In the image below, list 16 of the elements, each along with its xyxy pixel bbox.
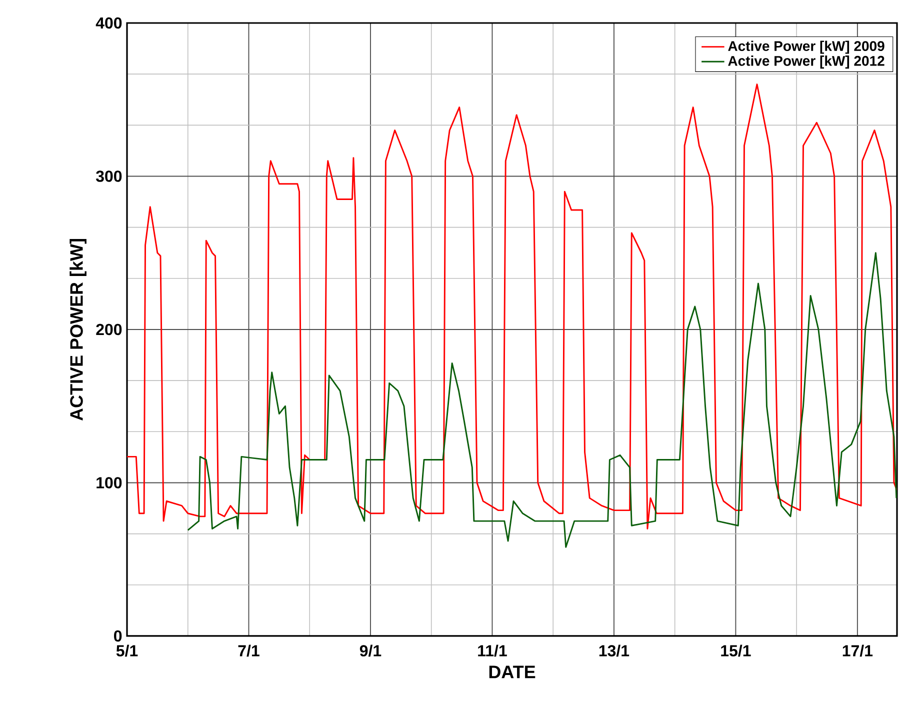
x-tick-label: 5/1	[116, 644, 138, 657]
x-tick-label: 7/1	[238, 644, 260, 657]
y-axis-title: ACTIVE POWER [kW]	[70, 239, 86, 421]
y-tick-label: 200	[96, 324, 122, 336]
x-tick-label: 11/1	[478, 644, 507, 657]
x-axis-title: DATE	[489, 666, 536, 678]
y-tick-label: 300	[96, 170, 122, 182]
x-tick-label: 17/1	[842, 644, 873, 657]
x-tick-label: 15/1	[721, 644, 751, 657]
x-tick-label: 9/1	[360, 644, 382, 657]
y-tick-label: 400	[96, 17, 122, 29]
legend-label: Active Power [kW] 2012	[728, 56, 884, 69]
y-tick-label: 0	[114, 630, 122, 642]
x-tick-label: 13/1	[599, 644, 630, 657]
legend-label: Active Power [kW] 2009	[728, 40, 884, 54]
y-tick-label: 100	[96, 477, 122, 488]
